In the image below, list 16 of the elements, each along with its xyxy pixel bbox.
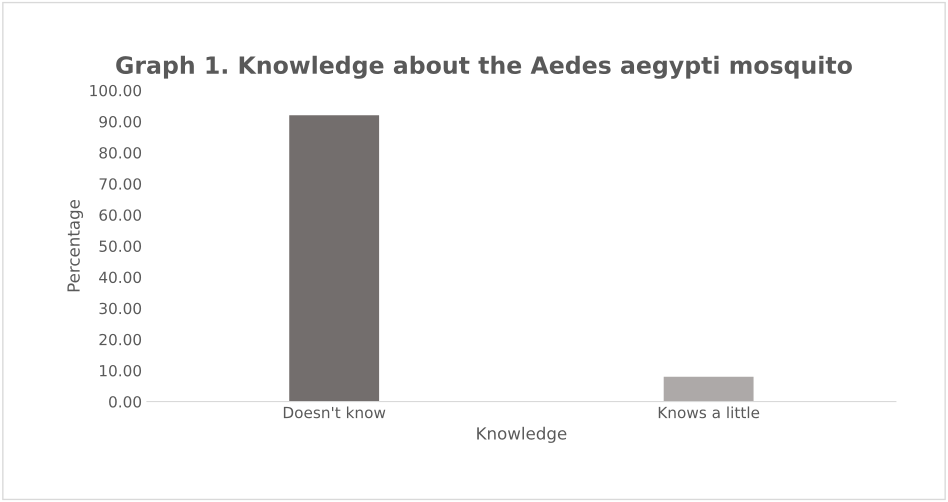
x-tick-label: Doesn't know [284, 406, 386, 418]
y-tick-label: 70.00 [100, 178, 142, 190]
y-tick-label: 20.00 [99, 334, 142, 346]
y-tick-label: 100.00 [90, 84, 142, 96]
y-tick-label: 40.00 [99, 272, 142, 284]
y-tick-label: 10.00 [100, 364, 142, 376]
chart-title: Graph 1. Knowledge about the Aedes aegypti mosquito [116, 56, 852, 79]
y-tick-label: 50.00 [100, 240, 142, 252]
y-tick-label: 80.00 [99, 147, 142, 159]
y-axis-title: Percentage [67, 200, 84, 292]
y-tick-label: 60.00 [99, 209, 142, 221]
x-tick-label: Knows a little [658, 406, 760, 418]
x-axis-title: Knowledge [477, 426, 566, 443]
y-tick-label: 30.00 [100, 302, 142, 314]
y-tick-label: 0.00 [109, 396, 142, 408]
y-tick-label: 90.00 [99, 116, 142, 128]
